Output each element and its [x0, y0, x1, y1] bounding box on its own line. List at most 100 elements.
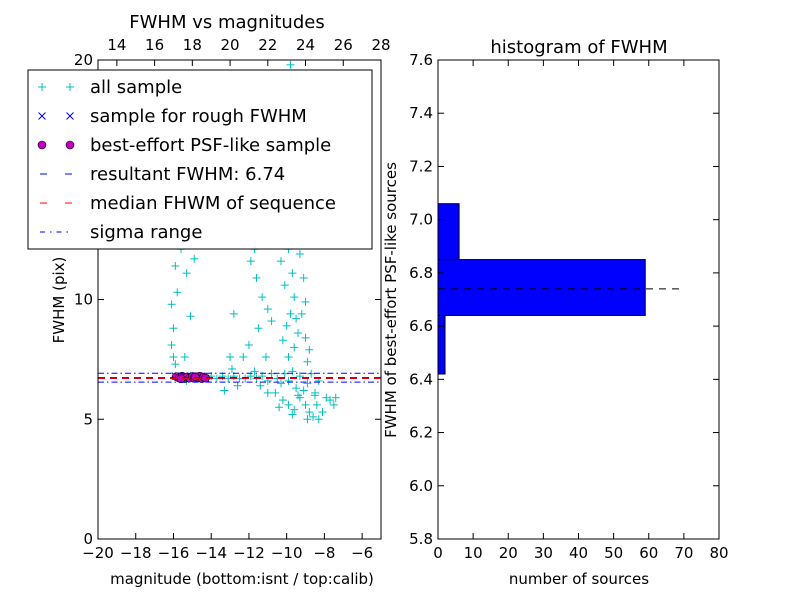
- all-sample-point: [326, 396, 335, 405]
- all-sample-point: [290, 293, 299, 302]
- all-sample-point: [271, 388, 280, 397]
- histogram-title: histogram of FWHM: [490, 37, 667, 58]
- all-sample-point: [292, 314, 301, 323]
- scatter-top-tick-label: 24: [296, 36, 315, 54]
- all-sample-point: [284, 376, 293, 385]
- all-sample-point: [227, 364, 236, 373]
- all-sample-point: [190, 254, 199, 263]
- all-sample-point: [182, 269, 191, 278]
- all-sample-point: [220, 386, 229, 395]
- all-sample-point: [286, 309, 295, 318]
- scatter-x-tick-label: −6: [351, 544, 373, 562]
- all-sample-point: [173, 288, 182, 297]
- all-sample-point: [288, 367, 297, 376]
- scatter-title: FWHM vs magnitudes: [129, 12, 324, 33]
- all-sample-point: [290, 405, 299, 414]
- histogram-bars: [437, 203, 646, 375]
- histogram-y-label: FWHM of best-effort PSF-like sources: [382, 162, 400, 438]
- all-sample-point: [169, 352, 178, 361]
- scatter-marks: [167, 60, 340, 424]
- all-sample-point: [295, 249, 304, 258]
- scatter-top-tick-label: 14: [107, 36, 126, 54]
- histogram-x-tick-label: 80: [709, 544, 728, 562]
- histogram-x-label: number of sources: [509, 570, 649, 588]
- histogram-y-tick-label: 6.0: [409, 477, 433, 495]
- scatter-x-tick-label: −16: [158, 544, 190, 562]
- all-sample-point: [290, 343, 299, 352]
- all-sample-point: [318, 408, 327, 417]
- all-sample-point: [171, 360, 180, 369]
- scatter-x-tick-label: −12: [233, 544, 265, 562]
- all-sample-point: [263, 305, 272, 314]
- all-sample-point: [292, 384, 301, 393]
- all-sample-point: [180, 352, 189, 361]
- all-sample-point: [167, 341, 176, 350]
- scatter-x-tick-label: −18: [120, 544, 152, 562]
- all-sample-point: [169, 324, 178, 333]
- scatter-panel: FWHM vs magnitudes −20 −18 −16 −14 −12 −10 −8−…: [27, 12, 391, 588]
- all-sample-point: [280, 281, 289, 290]
- all-sample-point: [254, 324, 263, 333]
- scatter-x-tick-label: −8: [313, 544, 335, 562]
- all-sample-point: [284, 352, 293, 361]
- histogram-x-ticks: 0 10 20 30 40 50 60 70 80: [433, 60, 729, 562]
- all-sample-point: [246, 257, 255, 266]
- histogram-y-tick-label: 7.2: [409, 157, 433, 175]
- all-sample-point: [277, 257, 286, 266]
- histogram-y-tick-label: 6.6: [409, 317, 433, 335]
- scatter-y-tick-label: 5: [83, 410, 93, 428]
- legend-label-rough-sample: sample for rough FWHM: [90, 106, 307, 127]
- scatter-top-tick-label: 28: [371, 36, 390, 54]
- scatter-x-tick-label: −20: [82, 544, 114, 562]
- histogram-y-tick-label: 7.0: [409, 211, 433, 229]
- histogram-y-tick-label: 5.8: [409, 530, 433, 548]
- all-sample-point: [233, 381, 242, 390]
- all-sample-point: [252, 273, 261, 282]
- all-sample-point: [288, 410, 297, 419]
- all-sample-point: [286, 60, 295, 69]
- histogram-x-tick-label: 50: [604, 544, 623, 562]
- histogram-x-tick-label: 30: [534, 544, 553, 562]
- legend-label-all-sample: all sample: [90, 77, 182, 98]
- histogram-bar: [437, 259, 646, 316]
- all-sample-point: [282, 321, 291, 330]
- scatter-top-tick-label: 22: [258, 36, 277, 54]
- all-sample-point: [256, 381, 265, 390]
- all-sample-point: [293, 329, 302, 338]
- all-sample-point: [303, 415, 312, 424]
- all-sample-point: [229, 309, 238, 318]
- all-sample-point: [312, 400, 321, 409]
- all-sample-point: [329, 400, 338, 409]
- legend-all-sample-icon: [38, 83, 46, 91]
- all-sample-point: [314, 415, 323, 424]
- all-sample-point: [171, 261, 180, 270]
- scatter-x-tick-label: −14: [195, 544, 227, 562]
- histogram-y-tick-label: 7.6: [409, 51, 433, 69]
- histogram-y-tick-label: 6.2: [409, 424, 433, 442]
- scatter-legend: all sample sample for rough FWHM best-ef…: [27, 69, 373, 250]
- scatter-top-tick-label: 18: [183, 36, 202, 54]
- scatter-y-tick-label: 0: [83, 530, 93, 548]
- all-sample-point: [305, 408, 314, 417]
- scatter-top-tick-label: 26: [334, 36, 353, 54]
- legend-handles: [37, 83, 75, 233]
- all-sample-point: [301, 333, 310, 342]
- histogram-y-tick-label: 6.8: [409, 264, 433, 282]
- legend-box: [27, 69, 373, 250]
- legend-rough-sample-icon: [66, 112, 74, 120]
- histogram-x-tick-label: 20: [499, 544, 518, 562]
- histogram-panel: histogram of FWHM 0 10 20 30 40 50 60 70 80 5.8 6…: [382, 37, 729, 588]
- histogram-x-tick-label: 60: [639, 544, 658, 562]
- all-sample-point: [267, 317, 276, 326]
- all-sample-point: [305, 345, 314, 354]
- scatter-top-ticks: 14 16 18 20 22 24 26 28: [107, 36, 391, 66]
- all-sample-point: [275, 403, 284, 412]
- all-sample-point: [299, 273, 308, 282]
- histogram-x-tick-label: 40: [569, 544, 588, 562]
- scatter-top-tick-label: 16: [145, 36, 164, 54]
- all-sample-point: [293, 391, 302, 400]
- legend-label-resultant-fwhm: resultant FWHM: 6.74: [90, 164, 285, 185]
- scatter-y-tick-label: 20: [74, 51, 93, 69]
- scatter-y-tick-label: 10: [74, 291, 93, 309]
- all-sample-point: [284, 400, 293, 409]
